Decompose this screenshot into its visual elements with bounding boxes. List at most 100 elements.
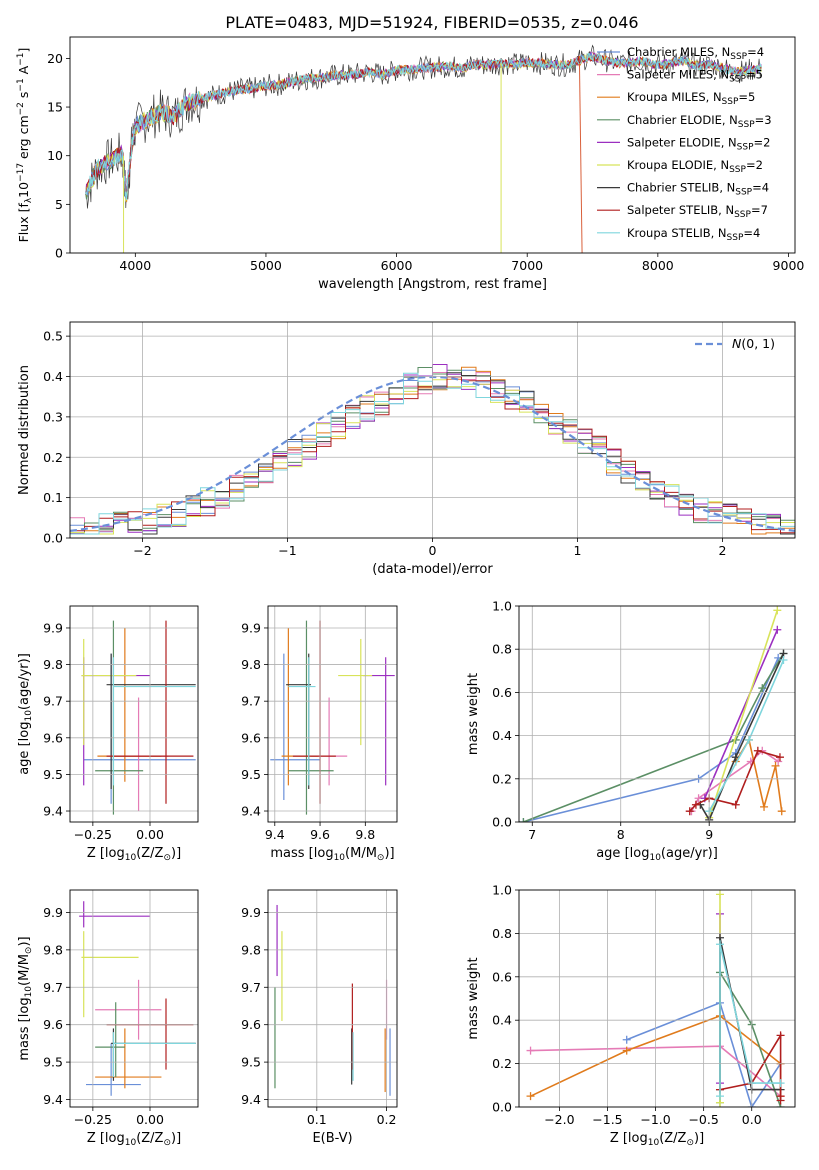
y-axis-label-part: (age/yr)] [17, 653, 32, 710]
x-axis-label-part: Z [log [610, 1131, 648, 1146]
axes-frame [69, 321, 796, 539]
series-marker [526, 1092, 535, 1101]
series-marker [776, 1096, 785, 1105]
x-axis-label-part: )] [384, 846, 394, 861]
series-marker [745, 735, 753, 744]
y-tick-label: 9.9 [241, 620, 261, 635]
y-axis-label: mass [log10(M/M⊙)] [17, 936, 34, 1060]
series-marker [760, 802, 769, 811]
x-axis-label-part: wavelength [Angstrom, rest frame] [318, 277, 547, 292]
series-marker [685, 807, 694, 816]
x-tick-label: −1 [278, 543, 296, 558]
legend-label-part: Chabrier ELODIE, N [627, 113, 738, 127]
x-tick-label: −0.25 [74, 1112, 112, 1127]
y-axis-label-part: A [16, 65, 31, 78]
x-axis-label-part: 10 [125, 853, 137, 863]
y-axis-label-part: 10 [24, 710, 34, 722]
y-tick-label: 9.4 [43, 1092, 63, 1107]
series-marker [758, 684, 767, 693]
plot-area [270, 620, 395, 815]
x-axis-label-part: ⊙ [686, 1138, 694, 1148]
legend-label-part: Kroupa STELIB, N [627, 226, 727, 240]
x-axis-label: Z [log10(Z/Z⊙)] [87, 1131, 181, 1148]
y-axis-label-part: ⊙ [24, 947, 34, 955]
y-tick-label: 0.2 [492, 1056, 512, 1071]
y-axis-label: Normed distribution [17, 365, 32, 495]
x-tick-label: 9.4 [265, 827, 285, 842]
legend-label-part: SSP [737, 142, 754, 152]
y-tick-label: 0.0 [43, 531, 63, 546]
x-axis-label-part: )] [694, 1131, 704, 1146]
x-tick-label: 8 [617, 827, 625, 842]
y-axis-label-part: 10 [24, 986, 34, 998]
x-tick-label: 0 [429, 543, 437, 558]
y-axis-label-part: −2 [16, 102, 26, 115]
panels: 4000 5000 6000 7000 8000 900005101520waveleng… [16, 36, 804, 1148]
y-tick-label: 9.6 [241, 1017, 261, 1032]
legend-label: Salpeter STELIB, NSSP=7 [627, 203, 768, 220]
series-marker [622, 1046, 631, 1055]
chart-weight-vs-z: −2.0 −1.5 −1.0 −0.5 0.0 0.0 0.2 0.4 0.6 0.8 1.0 Z [… [466, 883, 796, 1148]
x-tick-label: 8000 [642, 258, 674, 273]
spectrum-line [578, 63, 583, 253]
legend-label-part: SSP [729, 165, 746, 175]
series-marker [526, 1046, 535, 1055]
x-axis-label: Z [log10(Z/Z⊙)] [610, 1131, 704, 1148]
y-tick-label: 9.7 [43, 980, 63, 995]
x-axis-label: age [log10(age/yr)] [596, 846, 718, 863]
x-axis-label: (data-model)/error [372, 562, 493, 577]
series-line [719, 1032, 782, 1101]
y-axis-label-part: age [log [17, 722, 32, 775]
y-tick-label: 5 [55, 197, 63, 212]
y-axis-label: Flux [fλ10−17 erg cm−2 s−1 A−1] [16, 48, 34, 243]
x-axis-label: E(B-V) [312, 1131, 352, 1146]
x-tick-label: 5000 [250, 258, 282, 273]
x-axis-label-part: (Z/Z [136, 1131, 163, 1146]
series-line [689, 749, 781, 812]
series-line [523, 657, 779, 822]
x-axis-label-part: 10 [334, 853, 346, 863]
y-tick-label: 0.1 [43, 490, 63, 505]
x-axis-label-part: Z [log [87, 1131, 125, 1146]
y-tick-label: 9.8 [43, 657, 63, 672]
plot-area [526, 890, 785, 1107]
y-axis-label-part: −17 [16, 163, 26, 182]
x-tick-label: 9.6 [310, 827, 330, 842]
x-axis-label-part: E(B-V) [312, 1131, 352, 1146]
axes-frame [69, 605, 199, 823]
plot-area [79, 901, 196, 1096]
y-tick-label: 0.5 [43, 329, 63, 344]
x-axis-label: Z [log10(Z/Z⊙)] [87, 846, 181, 863]
y-axis-label-part: (M/M [17, 954, 32, 986]
series-marker [715, 890, 724, 899]
legend-label-part: =2 [754, 135, 771, 149]
plot-area [85, 44, 762, 253]
legend-label: Chabrier MILES, NSSP=4 [627, 45, 764, 62]
chart-spectrum: 4000 5000 6000 7000 8000 9000 0 5 10 15 20 waveleng… [16, 36, 804, 292]
y-tick-label: 10 [47, 148, 63, 163]
series-marker [731, 753, 740, 762]
y-tick-label: 15 [47, 100, 63, 115]
y-axis-label: mass weight [466, 957, 481, 1039]
chart-age-vs-mass: 9.4 9.6 9.8 9.4 9.5 9.6 9.7 9.8 9.9 mass [log10(M… [241, 605, 398, 863]
y-tick-label: 9.7 [241, 980, 261, 995]
legend-label-part: =3 [755, 113, 772, 127]
y-tick-label: 0.0 [492, 815, 512, 830]
x-tick-label: 7 [528, 827, 536, 842]
y-tick-label: 9.9 [43, 905, 63, 920]
axes-frame [267, 605, 398, 823]
axes-frame [267, 889, 398, 1108]
legend-label: Kroupa STELIB, NSSP=4 [627, 226, 760, 243]
axes-frame [518, 889, 796, 1108]
y-tick-label: 9.8 [241, 942, 261, 957]
x-axis-label-part: (Z/Z [659, 1131, 686, 1146]
y-tick-label: 0.3 [43, 409, 63, 424]
figure-title: PLATE=0483, MJD=51924, FIBERID=0535, z=0… [225, 13, 638, 32]
legend-label-part: (0, 1) [741, 336, 775, 351]
x-axis-label-part: ⊙ [163, 853, 171, 863]
plot-area [81, 620, 196, 815]
plot-area [519, 606, 788, 822]
legend-label-part: Salpeter ELODIE, N [627, 135, 737, 149]
